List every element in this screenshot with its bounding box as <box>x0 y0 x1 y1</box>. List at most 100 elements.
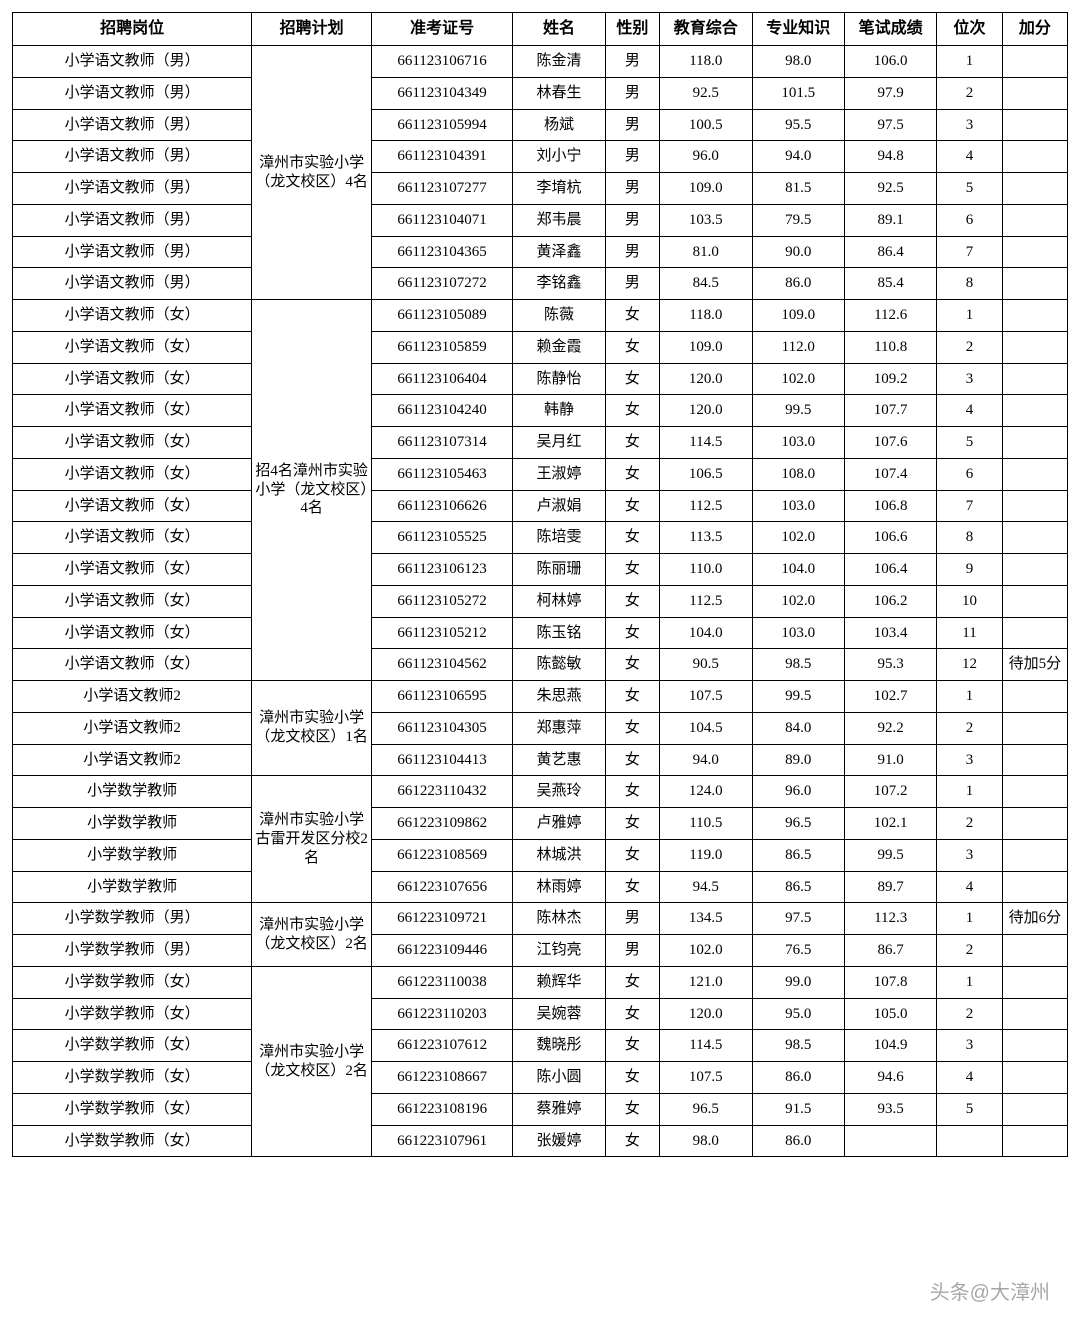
cell-edu-comp: 114.5 <box>660 427 752 459</box>
cell-edu-comp: 114.5 <box>660 1030 752 1062</box>
cell-bonus <box>1002 1062 1067 1094</box>
cell-exam-id: 661123105212 <box>371 617 512 649</box>
cell-gender: 女 <box>605 554 659 586</box>
cell-gender: 男 <box>605 46 659 78</box>
cell-position: 小学数学教师 <box>13 871 252 903</box>
cell-bonus <box>1002 46 1067 78</box>
cell-rank: 4 <box>937 1062 1002 1094</box>
cell-bonus <box>1002 1030 1067 1062</box>
cell-rank: 7 <box>937 490 1002 522</box>
cell-exam-id: 661123106404 <box>371 363 512 395</box>
cell-name: 韩静 <box>513 395 605 427</box>
table-row: 小学语文教师（女）661123106123陈丽珊女110.0104.0106.4… <box>13 554 1068 586</box>
cell-gender: 男 <box>605 903 659 935</box>
cell-position: 小学语文教师（女） <box>13 617 252 649</box>
cell-gender: 女 <box>605 490 659 522</box>
cell-prof-know: 99.5 <box>752 395 844 427</box>
table-row: 小学语文教师2661123104305郑惠萍女104.584.092.22 <box>13 712 1068 744</box>
cell-position: 小学数学教师（女） <box>13 1125 252 1157</box>
cell-edu-comp: 84.5 <box>660 268 752 300</box>
cell-gender: 男 <box>605 141 659 173</box>
cell-name: 陈培雯 <box>513 522 605 554</box>
cell-position: 小学语文教师（女） <box>13 458 252 490</box>
cell-edu-comp: 120.0 <box>660 998 752 1030</box>
cell-exam-id: 661123105463 <box>371 458 512 490</box>
cell-bonus <box>1002 427 1067 459</box>
cell-bonus <box>1002 935 1067 967</box>
cell-exam-id: 661123105272 <box>371 585 512 617</box>
cell-position: 小学语文教师（女） <box>13 363 252 395</box>
cell-exam-id: 661223110432 <box>371 776 512 808</box>
cell-name: 郑惠萍 <box>513 712 605 744</box>
cell-position: 小学语文教师（男） <box>13 109 252 141</box>
col-rank: 位次 <box>937 13 1002 46</box>
cell-edu-comp: 107.5 <box>660 681 752 713</box>
cell-prof-know: 79.5 <box>752 204 844 236</box>
cell-gender: 女 <box>605 712 659 744</box>
cell-exam-id: 661123104365 <box>371 236 512 268</box>
cell-bonus <box>1002 1093 1067 1125</box>
cell-edu-comp: 104.0 <box>660 617 752 649</box>
cell-written: 102.1 <box>844 808 936 840</box>
cell-edu-comp: 102.0 <box>660 935 752 967</box>
table-row: 小学语文教师（女）661123105525陈培雯女113.5102.0106.6… <box>13 522 1068 554</box>
cell-gender: 女 <box>605 1093 659 1125</box>
cell-name: 陈林杰 <box>513 903 605 935</box>
cell-written: 92.2 <box>844 712 936 744</box>
cell-exam-id: 661123107277 <box>371 173 512 205</box>
cell-bonus <box>1002 395 1067 427</box>
cell-prof-know: 96.0 <box>752 776 844 808</box>
cell-gender: 女 <box>605 649 659 681</box>
cell-prof-know: 103.0 <box>752 617 844 649</box>
cell-written: 86.4 <box>844 236 936 268</box>
cell-gender: 女 <box>605 522 659 554</box>
cell-prof-know: 102.0 <box>752 522 844 554</box>
cell-bonus <box>1002 141 1067 173</box>
cell-edu-comp: 103.5 <box>660 204 752 236</box>
col-name: 姓名 <box>513 13 605 46</box>
cell-written: 94.6 <box>844 1062 936 1094</box>
cell-bonus <box>1002 554 1067 586</box>
cell-written: 107.8 <box>844 966 936 998</box>
cell-rank: 2 <box>937 77 1002 109</box>
cell-written: 102.7 <box>844 681 936 713</box>
cell-gender: 女 <box>605 1062 659 1094</box>
cell-name: 吴婉蓉 <box>513 998 605 1030</box>
cell-name: 王淑婷 <box>513 458 605 490</box>
cell-name: 吴月红 <box>513 427 605 459</box>
cell-rank: 1 <box>937 776 1002 808</box>
cell-exam-id: 661223107612 <box>371 1030 512 1062</box>
col-exam-id: 准考证号 <box>371 13 512 46</box>
cell-name: 李铭鑫 <box>513 268 605 300</box>
cell-name: 黄泽鑫 <box>513 236 605 268</box>
cell-bonus <box>1002 681 1067 713</box>
cell-gender: 女 <box>605 363 659 395</box>
cell-exam-id: 661123104413 <box>371 744 512 776</box>
cell-written: 107.6 <box>844 427 936 459</box>
cell-prof-know: 109.0 <box>752 300 844 332</box>
cell-gender: 女 <box>605 617 659 649</box>
cell-edu-comp: 94.5 <box>660 871 752 903</box>
cell-rank: 1 <box>937 300 1002 332</box>
cell-position: 小学数学教师（女） <box>13 998 252 1030</box>
cell-name: 江钧亮 <box>513 935 605 967</box>
results-table: 招聘岗位 招聘计划 准考证号 姓名 性别 教育综合 专业知识 笔试成绩 位次 加… <box>12 12 1068 1157</box>
cell-position: 小学语文教师（男） <box>13 173 252 205</box>
cell-edu-comp: 109.0 <box>660 331 752 363</box>
cell-rank: 6 <box>937 204 1002 236</box>
cell-gender: 男 <box>605 109 659 141</box>
cell-exam-id: 661123105859 <box>371 331 512 363</box>
cell-written: 94.8 <box>844 141 936 173</box>
cell-position: 小学语文教师（男） <box>13 204 252 236</box>
cell-exam-id: 661123106626 <box>371 490 512 522</box>
table-row: 小学数学教师（女）漳州市实验小学（龙文校区）2名661223110038赖辉华女… <box>13 966 1068 998</box>
cell-prof-know: 95.5 <box>752 109 844 141</box>
cell-prof-know: 103.0 <box>752 490 844 522</box>
cell-edu-comp: 98.0 <box>660 1125 752 1157</box>
table-row: 小学语文教师（男）661123104391刘小宁男96.094.094.84 <box>13 141 1068 173</box>
cell-prof-know: 98.0 <box>752 46 844 78</box>
cell-name: 朱思燕 <box>513 681 605 713</box>
cell-edu-comp: 124.0 <box>660 776 752 808</box>
cell-gender: 男 <box>605 173 659 205</box>
cell-exam-id: 661223107656 <box>371 871 512 903</box>
